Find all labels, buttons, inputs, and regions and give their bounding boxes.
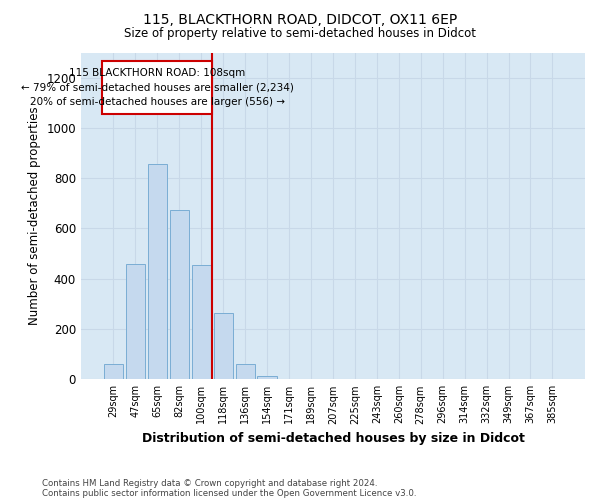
Text: 115 BLACKTHORN ROAD: 108sqm: 115 BLACKTHORN ROAD: 108sqm bbox=[69, 68, 245, 78]
Text: 20% of semi-detached houses are larger (556) →: 20% of semi-detached houses are larger (… bbox=[30, 98, 285, 108]
FancyBboxPatch shape bbox=[103, 62, 212, 114]
Bar bbox=[236, 364, 255, 380]
Y-axis label: Number of semi-detached properties: Number of semi-detached properties bbox=[28, 106, 41, 325]
Text: Size of property relative to semi-detached houses in Didcot: Size of property relative to semi-detach… bbox=[124, 28, 476, 40]
Text: ← 79% of semi-detached houses are smaller (2,234): ← 79% of semi-detached houses are smalle… bbox=[21, 82, 294, 92]
Bar bbox=[104, 364, 123, 380]
Bar bbox=[126, 264, 145, 380]
Text: Contains public sector information licensed under the Open Government Licence v3: Contains public sector information licen… bbox=[42, 488, 416, 498]
Bar bbox=[214, 312, 233, 380]
Bar bbox=[148, 164, 167, 380]
Bar bbox=[191, 265, 211, 380]
Text: Contains HM Land Registry data © Crown copyright and database right 2024.: Contains HM Land Registry data © Crown c… bbox=[42, 478, 377, 488]
X-axis label: Distribution of semi-detached houses by size in Didcot: Distribution of semi-detached houses by … bbox=[142, 432, 524, 445]
Text: 115, BLACKTHORN ROAD, DIDCOT, OX11 6EP: 115, BLACKTHORN ROAD, DIDCOT, OX11 6EP bbox=[143, 12, 457, 26]
Bar bbox=[257, 376, 277, 380]
Bar bbox=[170, 210, 189, 380]
